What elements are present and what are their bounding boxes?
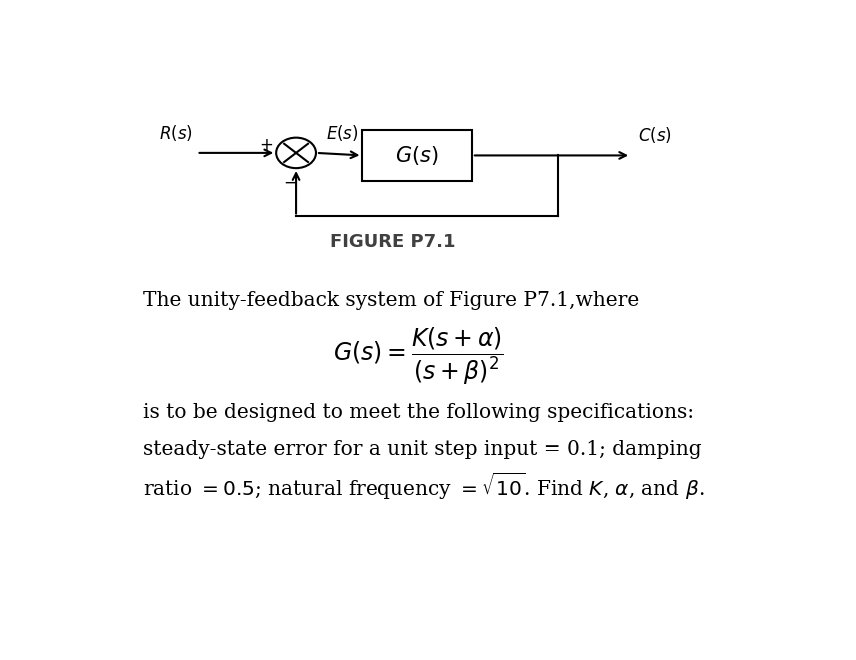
- Text: steady-state error for a unit step input = 0.1; damping: steady-state error for a unit step input…: [144, 440, 702, 459]
- Text: −: −: [283, 173, 297, 191]
- Text: $E(s)$: $E(s)$: [326, 123, 359, 143]
- Text: FIGURE P7.1: FIGURE P7.1: [330, 233, 455, 251]
- Text: +: +: [259, 136, 273, 154]
- Text: $G(s)$: $G(s)$: [395, 144, 439, 167]
- Text: $G(s) = \dfrac{K(s+\alpha)}{(s+\beta)^2}$: $G(s) = \dfrac{K(s+\alpha)}{(s+\beta)^2}…: [333, 325, 504, 387]
- Text: $C(s)$: $C(s)$: [638, 125, 672, 145]
- Text: ratio $= 0.5$; natural frequency $= \sqrt{10}$. Find $K$, $\alpha$, and $\beta$.: ratio $= 0.5$; natural frequency $= \sqr…: [144, 471, 705, 502]
- Bar: [362, 130, 472, 181]
- Text: $R(s)$: $R(s)$: [159, 123, 193, 143]
- Text: is to be designed to meet the following specifications:: is to be designed to meet the following …: [144, 403, 694, 422]
- Text: The unity-feedback system of Figure P7.1,where: The unity-feedback system of Figure P7.1…: [144, 291, 639, 310]
